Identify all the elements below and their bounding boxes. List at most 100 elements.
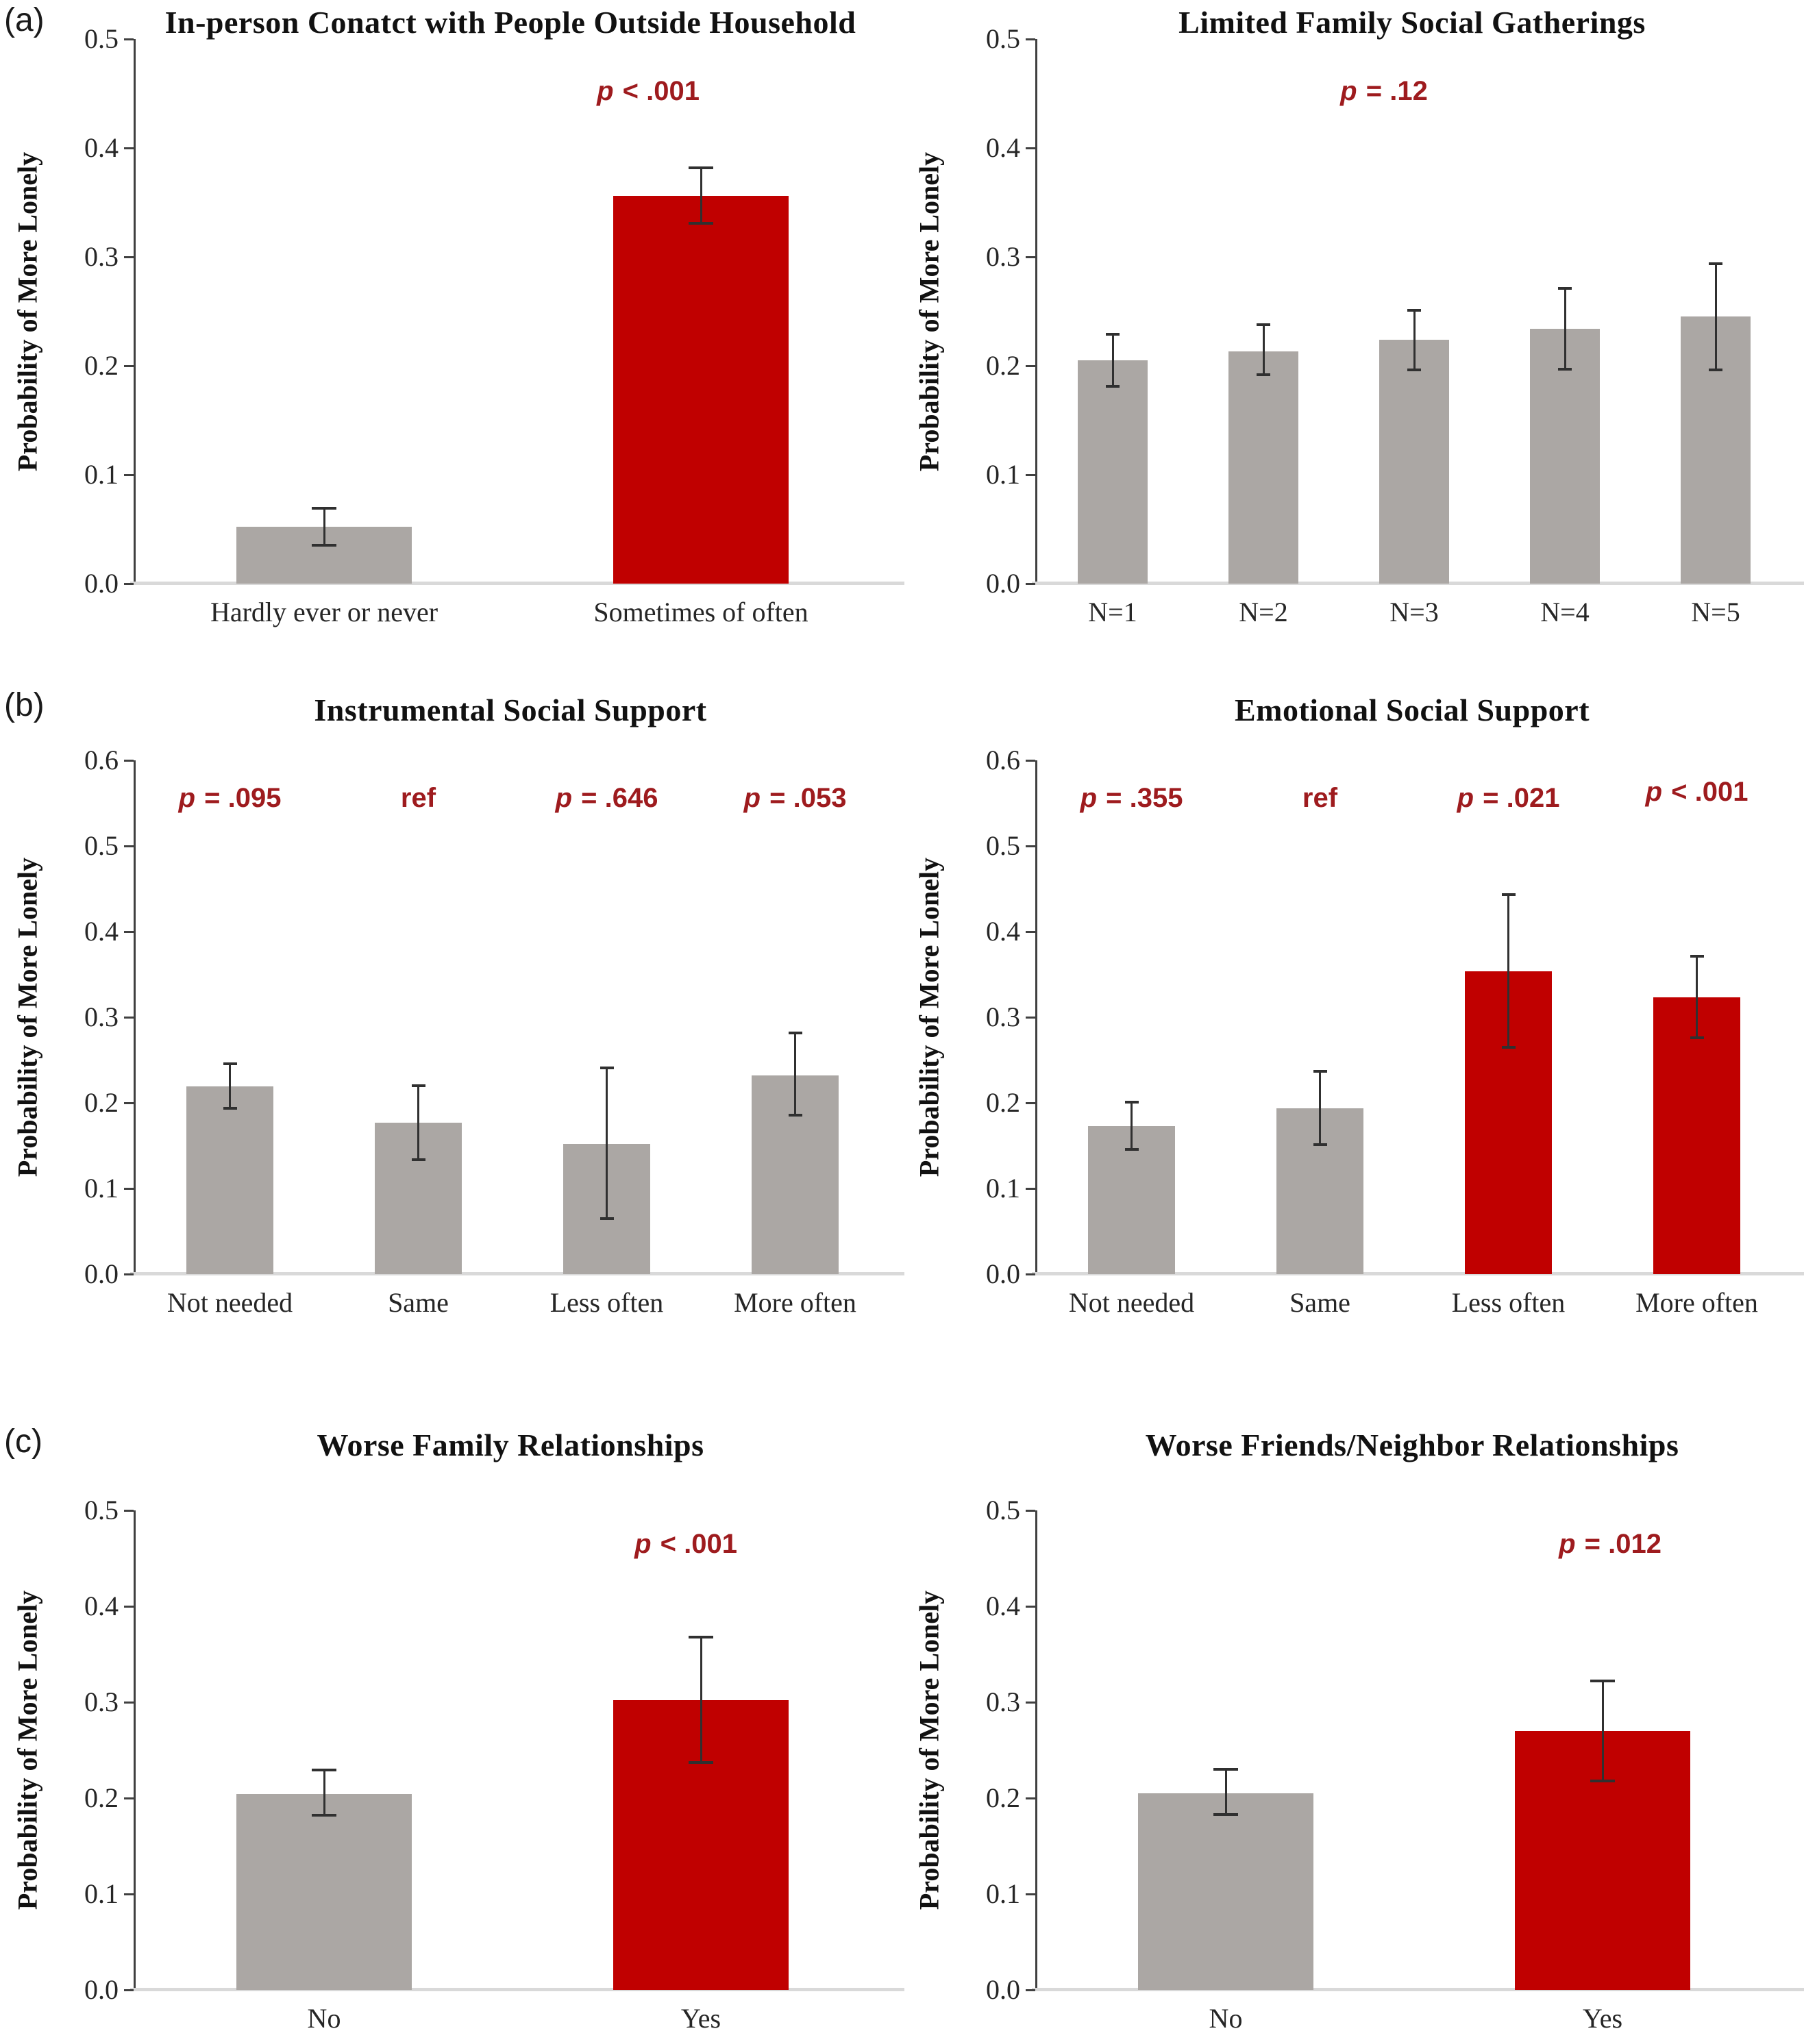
y-tick-mark bbox=[124, 473, 134, 476]
chart-panel-a-left: (a) In-person Conatct with People Outsid… bbox=[0, 0, 904, 685]
p-value-annotation: p = .021 bbox=[1457, 782, 1560, 813]
chart-panel-a-right: Limited Family Social Gatherings Probabi… bbox=[902, 0, 1804, 685]
x-category-label: Same bbox=[1289, 1287, 1350, 1318]
y-tick-mark bbox=[1026, 1509, 1035, 1512]
error-bar-cap-top bbox=[223, 1062, 237, 1065]
y-tick-mark bbox=[124, 256, 134, 258]
x-axis-baseline bbox=[1032, 1272, 1804, 1275]
bar bbox=[1228, 351, 1299, 584]
error-bar-cap-bottom bbox=[689, 221, 713, 225]
x-category-label: Hardly ever or never bbox=[210, 597, 438, 627]
error-bar-line bbox=[1319, 1071, 1321, 1145]
y-tick-label: 0.1 bbox=[986, 1878, 1020, 1909]
y-tick-mark bbox=[124, 1101, 134, 1104]
error-bar-line bbox=[1601, 1681, 1604, 1781]
error-bar-cap-top bbox=[1407, 308, 1421, 312]
error-bar-cap-bottom bbox=[788, 1113, 802, 1117]
y-tick-mark bbox=[1026, 364, 1035, 367]
error-bar-cap-top bbox=[689, 166, 713, 169]
y-tick-mark bbox=[1026, 1273, 1035, 1275]
error-bar-cap-bottom bbox=[1501, 1045, 1516, 1049]
error-bar-cap-top bbox=[1106, 332, 1120, 336]
y-tick-mark bbox=[124, 147, 134, 149]
error-bar-line bbox=[323, 1770, 325, 1816]
chart-panel-b-left: (b) Instrumental Social Support Probabil… bbox=[0, 685, 904, 1421]
y-tick-mark bbox=[1026, 845, 1035, 847]
y-tick-label: 0.3 bbox=[84, 1686, 119, 1717]
error-bar-cap-bottom bbox=[1709, 369, 1722, 372]
error-bar-cap-top bbox=[1709, 262, 1722, 265]
y-tick-mark bbox=[124, 930, 134, 933]
y-tick-mark bbox=[1026, 582, 1035, 585]
error-bar-cap-bottom bbox=[1690, 1036, 1704, 1039]
plot-area: 0.0 0.1 0.2 0.3 0.4 0.5 Hardly ever or never So… bbox=[84, 25, 904, 627]
chart-title: Limited Family Social Gatherings bbox=[1178, 5, 1646, 40]
y-tick-mark bbox=[1026, 1797, 1035, 1799]
y-tick-label: 0.6 bbox=[986, 745, 1020, 775]
y-tick-label: 0.4 bbox=[986, 1591, 1020, 1621]
y-tick-mark bbox=[1026, 256, 1035, 258]
y-axis-label: Probability of More Lonely bbox=[913, 857, 945, 1177]
error-bar-line bbox=[794, 1032, 796, 1115]
plot-area: 0.0 0.1 0.2 0.3 0.4 0.5 N=1 N=2 N=3 N=4 N=5 p = .12 bbox=[986, 25, 1804, 627]
p-value-annotation: p < .001 bbox=[597, 75, 700, 106]
error-bar-cap-bottom bbox=[312, 544, 336, 547]
error-bar-cap-top bbox=[1213, 1768, 1238, 1771]
bar bbox=[1087, 1125, 1176, 1274]
y-tick-label: 0.2 bbox=[84, 1087, 119, 1118]
y-tick-mark bbox=[1026, 38, 1035, 40]
y-tick-mark bbox=[124, 1016, 134, 1019]
error-bar-line bbox=[1714, 263, 1717, 371]
y-axis-label: Probability of More Lonely bbox=[913, 151, 945, 472]
y-tick-label: 0.2 bbox=[986, 1087, 1020, 1118]
p-value-annotation: p = .355 bbox=[1080, 782, 1183, 813]
x-category-label: More often bbox=[734, 1287, 856, 1318]
x-category-label: Same bbox=[388, 1287, 449, 1318]
error-bar-cap-top bbox=[1501, 893, 1516, 897]
y-tick-mark bbox=[124, 759, 134, 762]
plot-area: 0.0 0.1 0.2 0.3 0.4 0.5 0.6 Not needed Same Less … bbox=[84, 747, 904, 1318]
y-tick-label: 0.0 bbox=[84, 1974, 119, 2005]
y-axis-label: Probability of More Lonely bbox=[12, 1590, 43, 1910]
y-tick-mark bbox=[1026, 1101, 1035, 1104]
p-value-annotation: p < .001 bbox=[634, 1529, 737, 1560]
y-tick-mark bbox=[1026, 1016, 1035, 1019]
y-tick-label: 0.5 bbox=[84, 1495, 119, 1525]
x-axis-baseline bbox=[130, 1272, 904, 1275]
y-tick-label: 0.5 bbox=[84, 23, 119, 54]
x-axis-baseline bbox=[130, 582, 904, 585]
x-category-label: N=5 bbox=[1691, 597, 1740, 627]
plot-area: 0.0 0.1 0.2 0.3 0.4 0.5 0.6 Not needed Same Less … bbox=[986, 747, 1804, 1318]
y-tick-label: 0.0 bbox=[84, 1258, 119, 1289]
x-category-label: No bbox=[1209, 2003, 1243, 2034]
error-bar-line bbox=[700, 1636, 702, 1763]
bar bbox=[1653, 997, 1741, 1274]
p-value-annotation: p < .001 bbox=[1645, 777, 1749, 807]
y-tick-mark bbox=[124, 845, 134, 847]
y-tick-mark bbox=[124, 1701, 134, 1704]
error-bar-cap-bottom bbox=[1124, 1147, 1139, 1151]
panel-letter-a: (a) bbox=[4, 2, 45, 38]
y-tick-label: 0.1 bbox=[84, 1878, 119, 1909]
y-tick-label: 0.6 bbox=[84, 745, 119, 775]
y-tick-label: 0.2 bbox=[986, 350, 1020, 381]
y-tick-label: 0.0 bbox=[986, 568, 1020, 599]
y-tick-label: 0.5 bbox=[986, 830, 1020, 861]
x-category-label: Less often bbox=[549, 1287, 664, 1318]
y-tick-label: 0.1 bbox=[84, 459, 119, 490]
chart-title: Emotional Social Support bbox=[1234, 693, 1590, 727]
y-tick-label: 0.4 bbox=[986, 916, 1020, 947]
y-tick-mark bbox=[124, 1273, 134, 1275]
error-bar-line bbox=[1564, 288, 1566, 369]
error-bar-cap-bottom bbox=[1590, 1779, 1615, 1782]
y-tick-label: 0.4 bbox=[986, 132, 1020, 163]
bar bbox=[236, 1794, 412, 1990]
error-bar-line bbox=[1130, 1101, 1133, 1149]
plot-area: 0.0 0.1 0.2 0.3 0.4 0.5 No Yes p = .012 bbox=[986, 1497, 1804, 2034]
y-tick-label: 0.2 bbox=[84, 1782, 119, 1813]
error-bar-cap-top bbox=[1590, 1680, 1615, 1683]
error-bar-line bbox=[606, 1067, 608, 1219]
y-axis-label: Probability of More Lonely bbox=[913, 1590, 945, 1910]
y-tick-mark bbox=[1026, 473, 1035, 476]
x-category-label: N=4 bbox=[1540, 597, 1590, 627]
